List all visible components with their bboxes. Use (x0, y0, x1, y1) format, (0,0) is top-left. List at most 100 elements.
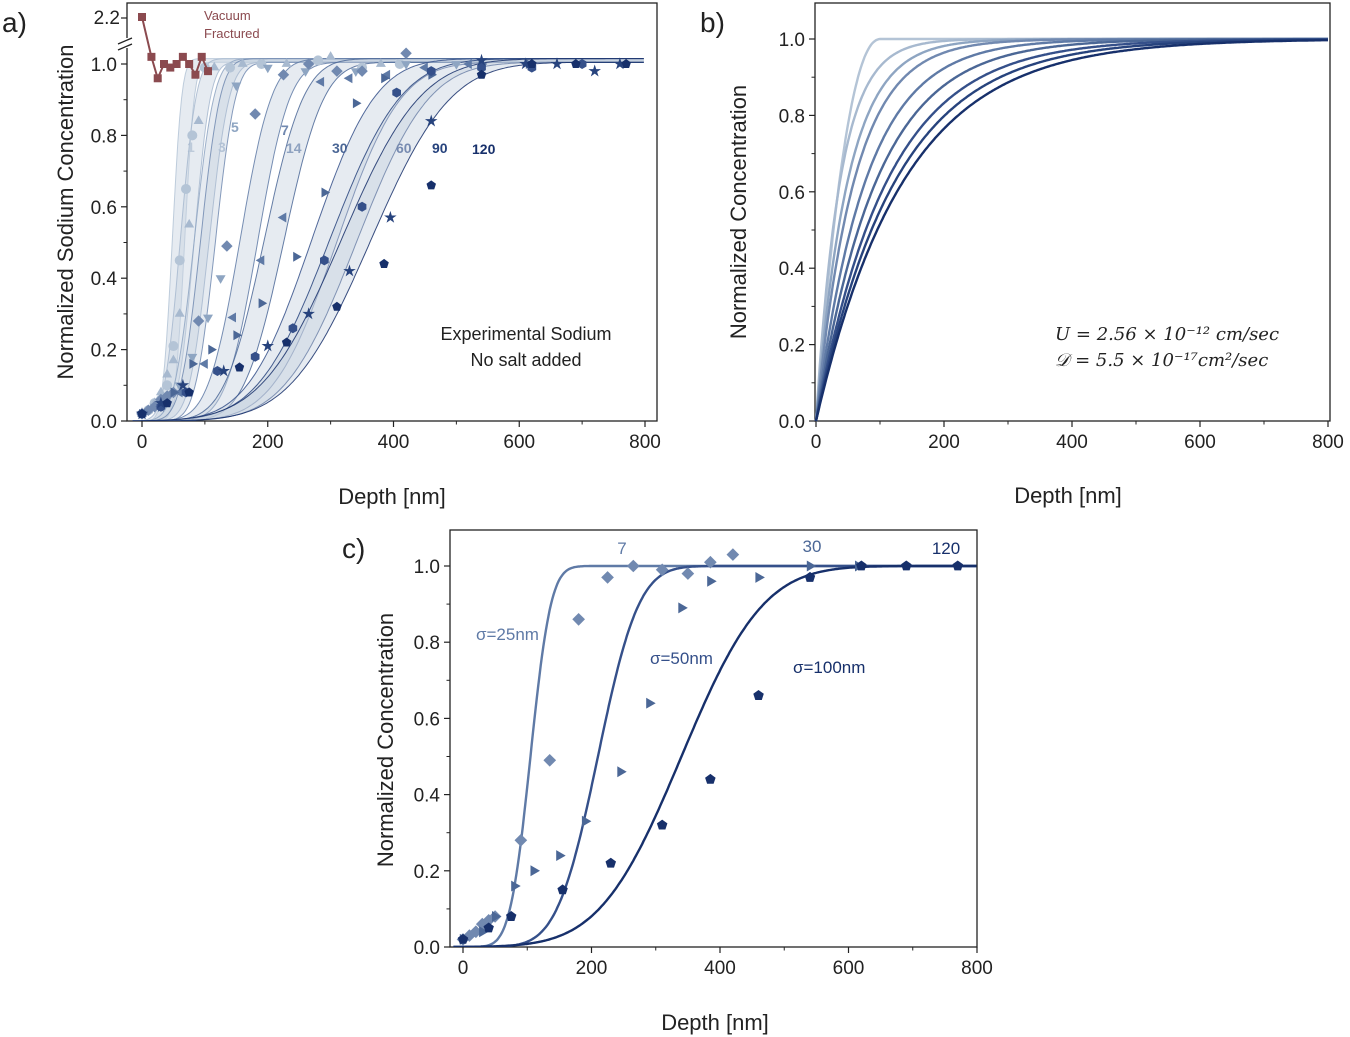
panel-a-annotation-line1: Experimental Sodium (440, 324, 611, 344)
marker-a-5 (215, 275, 226, 284)
marker-a-30 (258, 298, 268, 309)
marker-a-7 (331, 65, 343, 77)
marker-a-90 (519, 57, 532, 70)
marker-a-14 (343, 73, 353, 84)
vacuum-marker (153, 74, 162, 83)
panel-c-label: c) (342, 533, 365, 564)
marker-c-120 (483, 922, 494, 933)
panel-b-xtick-label: 400 (1056, 432, 1088, 453)
panel-a-break-gap (119, 38, 135, 48)
marker-a-14 (463, 59, 472, 69)
sigma-label-50: σ=50nm (650, 649, 713, 668)
panel-b-xlabel: Depth [nm] (1014, 483, 1122, 508)
marker-a-5 (203, 314, 213, 324)
marker-a-3 (184, 218, 195, 228)
marker-a-3 (281, 58, 292, 67)
fit-line-c-7 (453, 564, 977, 947)
series-label-a-120: 120 (472, 141, 496, 157)
marker-a-90 (550, 57, 564, 70)
marker-a-3 (155, 386, 166, 396)
panel-a-break-tick: 2.2 (94, 8, 120, 29)
marker-a-14 (255, 255, 265, 266)
marker-a-60 (357, 201, 367, 212)
marker-c-30 (806, 560, 817, 572)
marker-a-3 (193, 115, 204, 124)
panel-a-ytick-label: 0.2 (91, 341, 117, 362)
marker-c-30 (479, 926, 489, 938)
marker-a-60 (320, 255, 329, 266)
marker-a-90 (261, 339, 274, 352)
marker-a-14 (277, 212, 287, 223)
fit-band-a-30 (132, 58, 644, 421)
marker-a-120 (162, 398, 172, 408)
marker-a-3 (237, 58, 248, 67)
panel-c-xtick-label: 200 (576, 958, 608, 979)
marker-a-1 (162, 380, 173, 391)
marker-c-30 (678, 602, 688, 614)
marker-c-120 (557, 884, 568, 895)
fit-line-a-120 (132, 58, 644, 421)
fit-band-a-1 (132, 58, 644, 421)
marker-a-60 (288, 323, 298, 334)
series-label-c-120: 120 (932, 539, 960, 558)
marker-a-30 (293, 251, 302, 262)
marker-a-7 (249, 108, 261, 120)
panel-b-ytick-label: 0.2 (779, 336, 805, 357)
panel-c-ytick-label: 0.8 (414, 633, 440, 654)
panel-a-break-mark (117, 43, 133, 51)
fit-band-a-14 (132, 58, 644, 421)
marker-a-120 (527, 59, 537, 68)
marker-c-7 (704, 555, 717, 569)
panel-a-ytick-label: 0.6 (91, 198, 117, 219)
panel-b-ytick-label: 0.0 (779, 412, 805, 433)
series-label-a-1: 1 (187, 139, 195, 155)
panel-c-ytick-label: 0.2 (414, 862, 440, 883)
vacuum-marker (160, 60, 169, 68)
marker-c-120 (952, 560, 963, 571)
marker-c-7 (655, 563, 669, 577)
marker-a-5 (231, 82, 242, 92)
panel-a-ytick-label: 1.0 (91, 55, 117, 76)
marker-a-60 (392, 87, 401, 98)
marker-a-14 (227, 312, 236, 323)
marker-a-60 (213, 366, 222, 376)
series-label-a-3: 3 (218, 139, 226, 155)
marker-a-90 (154, 396, 168, 409)
marker-a-1 (174, 255, 185, 266)
series-label-c-7: 7 (617, 539, 626, 558)
vacuum-marker (166, 63, 175, 72)
marker-a-5 (300, 68, 311, 77)
panel-a-label: a) (2, 7, 27, 38)
marker-c-30 (511, 880, 521, 892)
vacuum-marker (185, 60, 194, 68)
marker-a-3 (168, 354, 179, 364)
vacuum-label-line2: Fractured (204, 26, 260, 41)
panel-c-plot (453, 564, 977, 947)
marker-a-120 (379, 258, 389, 268)
marker-a-120 (234, 362, 245, 372)
vacuum-marker (178, 52, 187, 61)
panel-b-xtick-label: 800 (1312, 432, 1344, 453)
marker-a-60 (250, 351, 260, 362)
panel-a-xtick-label: 800 (629, 432, 661, 453)
marker-a-120 (137, 408, 147, 418)
marker-a-120 (184, 387, 194, 397)
marker-a-5 (401, 61, 412, 70)
marker-a-1 (187, 130, 198, 141)
marker-a-5 (187, 353, 198, 363)
marker-c-30 (492, 911, 502, 922)
vacuum-label-line1: Vacuum (204, 8, 251, 23)
marker-a-14 (315, 76, 325, 87)
series-label-a-60: 60 (396, 140, 412, 156)
marker-c-30 (530, 865, 540, 877)
marker-c-7 (601, 571, 614, 584)
marker-c-30 (755, 572, 765, 583)
marker-a-7 (277, 69, 290, 81)
fit-band-a-90 (132, 58, 644, 421)
marker-c-7 (572, 613, 585, 626)
panel-a-xtick-label: 0 (137, 432, 148, 453)
marker-a-30 (208, 344, 217, 355)
panel-c-ytick-label: 1.0 (414, 557, 440, 578)
marker-c-30 (646, 697, 656, 709)
panel-a-series-labels: 1 3 5 7 14 30 60 90 120 (187, 119, 496, 157)
